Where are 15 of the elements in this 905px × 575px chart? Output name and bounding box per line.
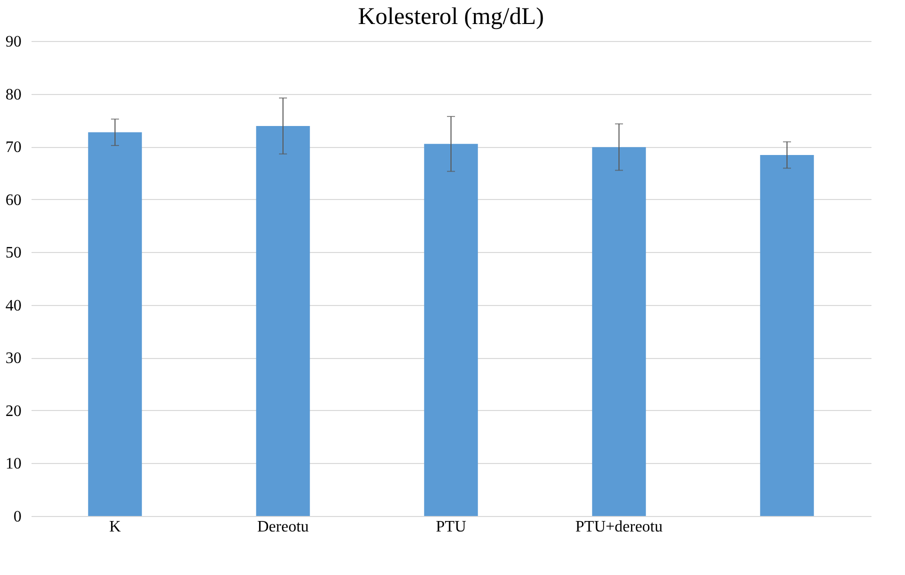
y-tick-label: 10 (6, 456, 22, 473)
y-tick-label: 30 (6, 350, 22, 368)
x-tick-label: Dereotu (257, 518, 309, 536)
x-tick-label: PTU (436, 518, 467, 536)
x-tick-label: PTU+dereotu (575, 518, 663, 536)
y-tick-label: 60 (6, 192, 22, 209)
chart-title: Kolesterol (mg/dL) (358, 4, 544, 30)
y-tick-label: 50 (6, 244, 22, 262)
x-tick-label: K (109, 518, 122, 536)
y-tick-label: 80 (6, 86, 22, 104)
y-tick-label: 70 (6, 139, 22, 156)
y-tick-label: 90 (6, 34, 22, 50)
y-tick-label: 20 (6, 402, 22, 420)
y-tick-label: 0 (14, 508, 22, 526)
y-tick-label: 40 (6, 297, 22, 314)
